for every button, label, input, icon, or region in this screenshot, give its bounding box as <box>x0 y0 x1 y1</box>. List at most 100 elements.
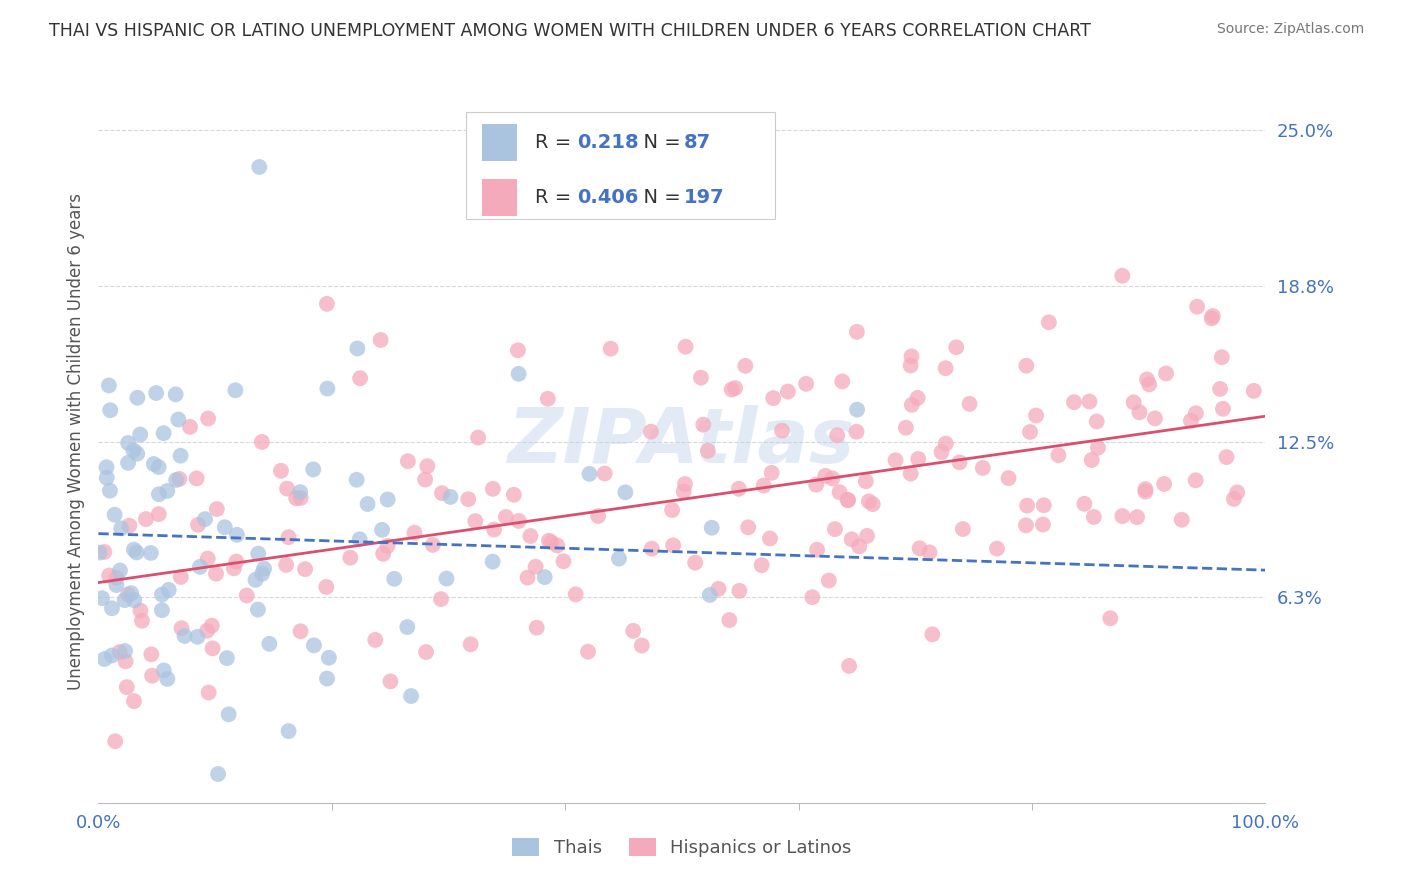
Point <box>759 532 782 546</box>
Point <box>806 542 828 557</box>
Point <box>247 160 270 174</box>
Point <box>1080 453 1102 467</box>
Point <box>1185 300 1208 314</box>
Point <box>770 424 793 438</box>
Point <box>436 572 458 586</box>
Point <box>824 522 846 536</box>
Point <box>205 566 228 581</box>
Point <box>804 477 827 491</box>
Point <box>524 559 547 574</box>
Point <box>1122 395 1144 409</box>
Point <box>814 468 837 483</box>
Point <box>91 591 114 606</box>
Point <box>593 467 616 481</box>
Point <box>482 482 505 496</box>
Point <box>382 572 405 586</box>
Point <box>540 535 562 549</box>
Point <box>846 402 869 417</box>
Point <box>129 604 152 618</box>
Point <box>848 539 870 553</box>
Point <box>907 452 929 467</box>
Point <box>945 340 967 354</box>
Point <box>197 685 219 699</box>
Point <box>1171 513 1194 527</box>
Point <box>481 555 503 569</box>
Point <box>460 637 482 651</box>
Point <box>349 371 371 385</box>
Point <box>546 538 568 552</box>
Point <box>508 514 530 528</box>
Point <box>439 490 461 504</box>
Point <box>630 639 652 653</box>
Point <box>1154 367 1177 381</box>
Point <box>222 561 245 575</box>
Point <box>1201 311 1223 326</box>
Point <box>250 434 273 449</box>
Point <box>508 367 530 381</box>
Point <box>186 471 208 485</box>
Point <box>862 497 884 511</box>
Point <box>422 538 444 552</box>
Point <box>349 533 371 547</box>
Point <box>201 618 224 632</box>
Point <box>430 486 453 500</box>
Point <box>1153 477 1175 491</box>
Point <box>104 734 127 748</box>
Point <box>894 420 917 434</box>
Point <box>855 475 877 489</box>
Point <box>364 632 387 647</box>
Point <box>371 523 394 537</box>
Legend: Thais, Hispanics or Latinos: Thais, Hispanics or Latinos <box>503 829 860 866</box>
Point <box>1047 448 1070 462</box>
Point <box>108 645 131 659</box>
Point <box>495 510 517 524</box>
Point <box>141 669 163 683</box>
Point <box>1025 409 1047 423</box>
Point <box>1243 384 1265 398</box>
Point <box>101 648 124 663</box>
Point <box>169 449 191 463</box>
Point <box>901 398 924 412</box>
Point <box>170 570 193 584</box>
Point <box>122 694 145 708</box>
Point <box>1211 350 1233 364</box>
Point <box>607 551 630 566</box>
Point <box>416 459 439 474</box>
Point <box>621 624 644 638</box>
Point <box>165 473 187 487</box>
Point <box>277 530 299 544</box>
Point <box>1126 510 1149 524</box>
Point <box>346 342 368 356</box>
Point <box>907 391 929 405</box>
Point <box>828 485 851 500</box>
Point <box>277 724 299 739</box>
Point <box>98 403 121 417</box>
Point <box>1143 411 1166 425</box>
Text: R =: R = <box>534 188 578 207</box>
Point <box>502 488 524 502</box>
Point <box>1038 315 1060 329</box>
Point <box>457 492 479 507</box>
Point <box>142 457 165 471</box>
Point <box>316 672 339 686</box>
Point <box>1032 517 1054 532</box>
Point <box>101 601 124 615</box>
Point <box>935 436 957 450</box>
Point <box>122 443 145 458</box>
Point <box>1212 401 1234 416</box>
Point <box>197 411 219 425</box>
Point <box>98 483 121 498</box>
Point <box>997 471 1019 485</box>
Point <box>114 644 136 658</box>
Point <box>1215 450 1237 464</box>
Point <box>931 445 953 459</box>
Point <box>776 384 799 399</box>
Point <box>318 650 340 665</box>
Point <box>339 550 361 565</box>
Point <box>553 554 575 568</box>
Point <box>270 464 292 478</box>
Point <box>316 297 339 311</box>
Point <box>156 483 179 498</box>
Point <box>118 518 141 533</box>
Point <box>724 381 747 395</box>
